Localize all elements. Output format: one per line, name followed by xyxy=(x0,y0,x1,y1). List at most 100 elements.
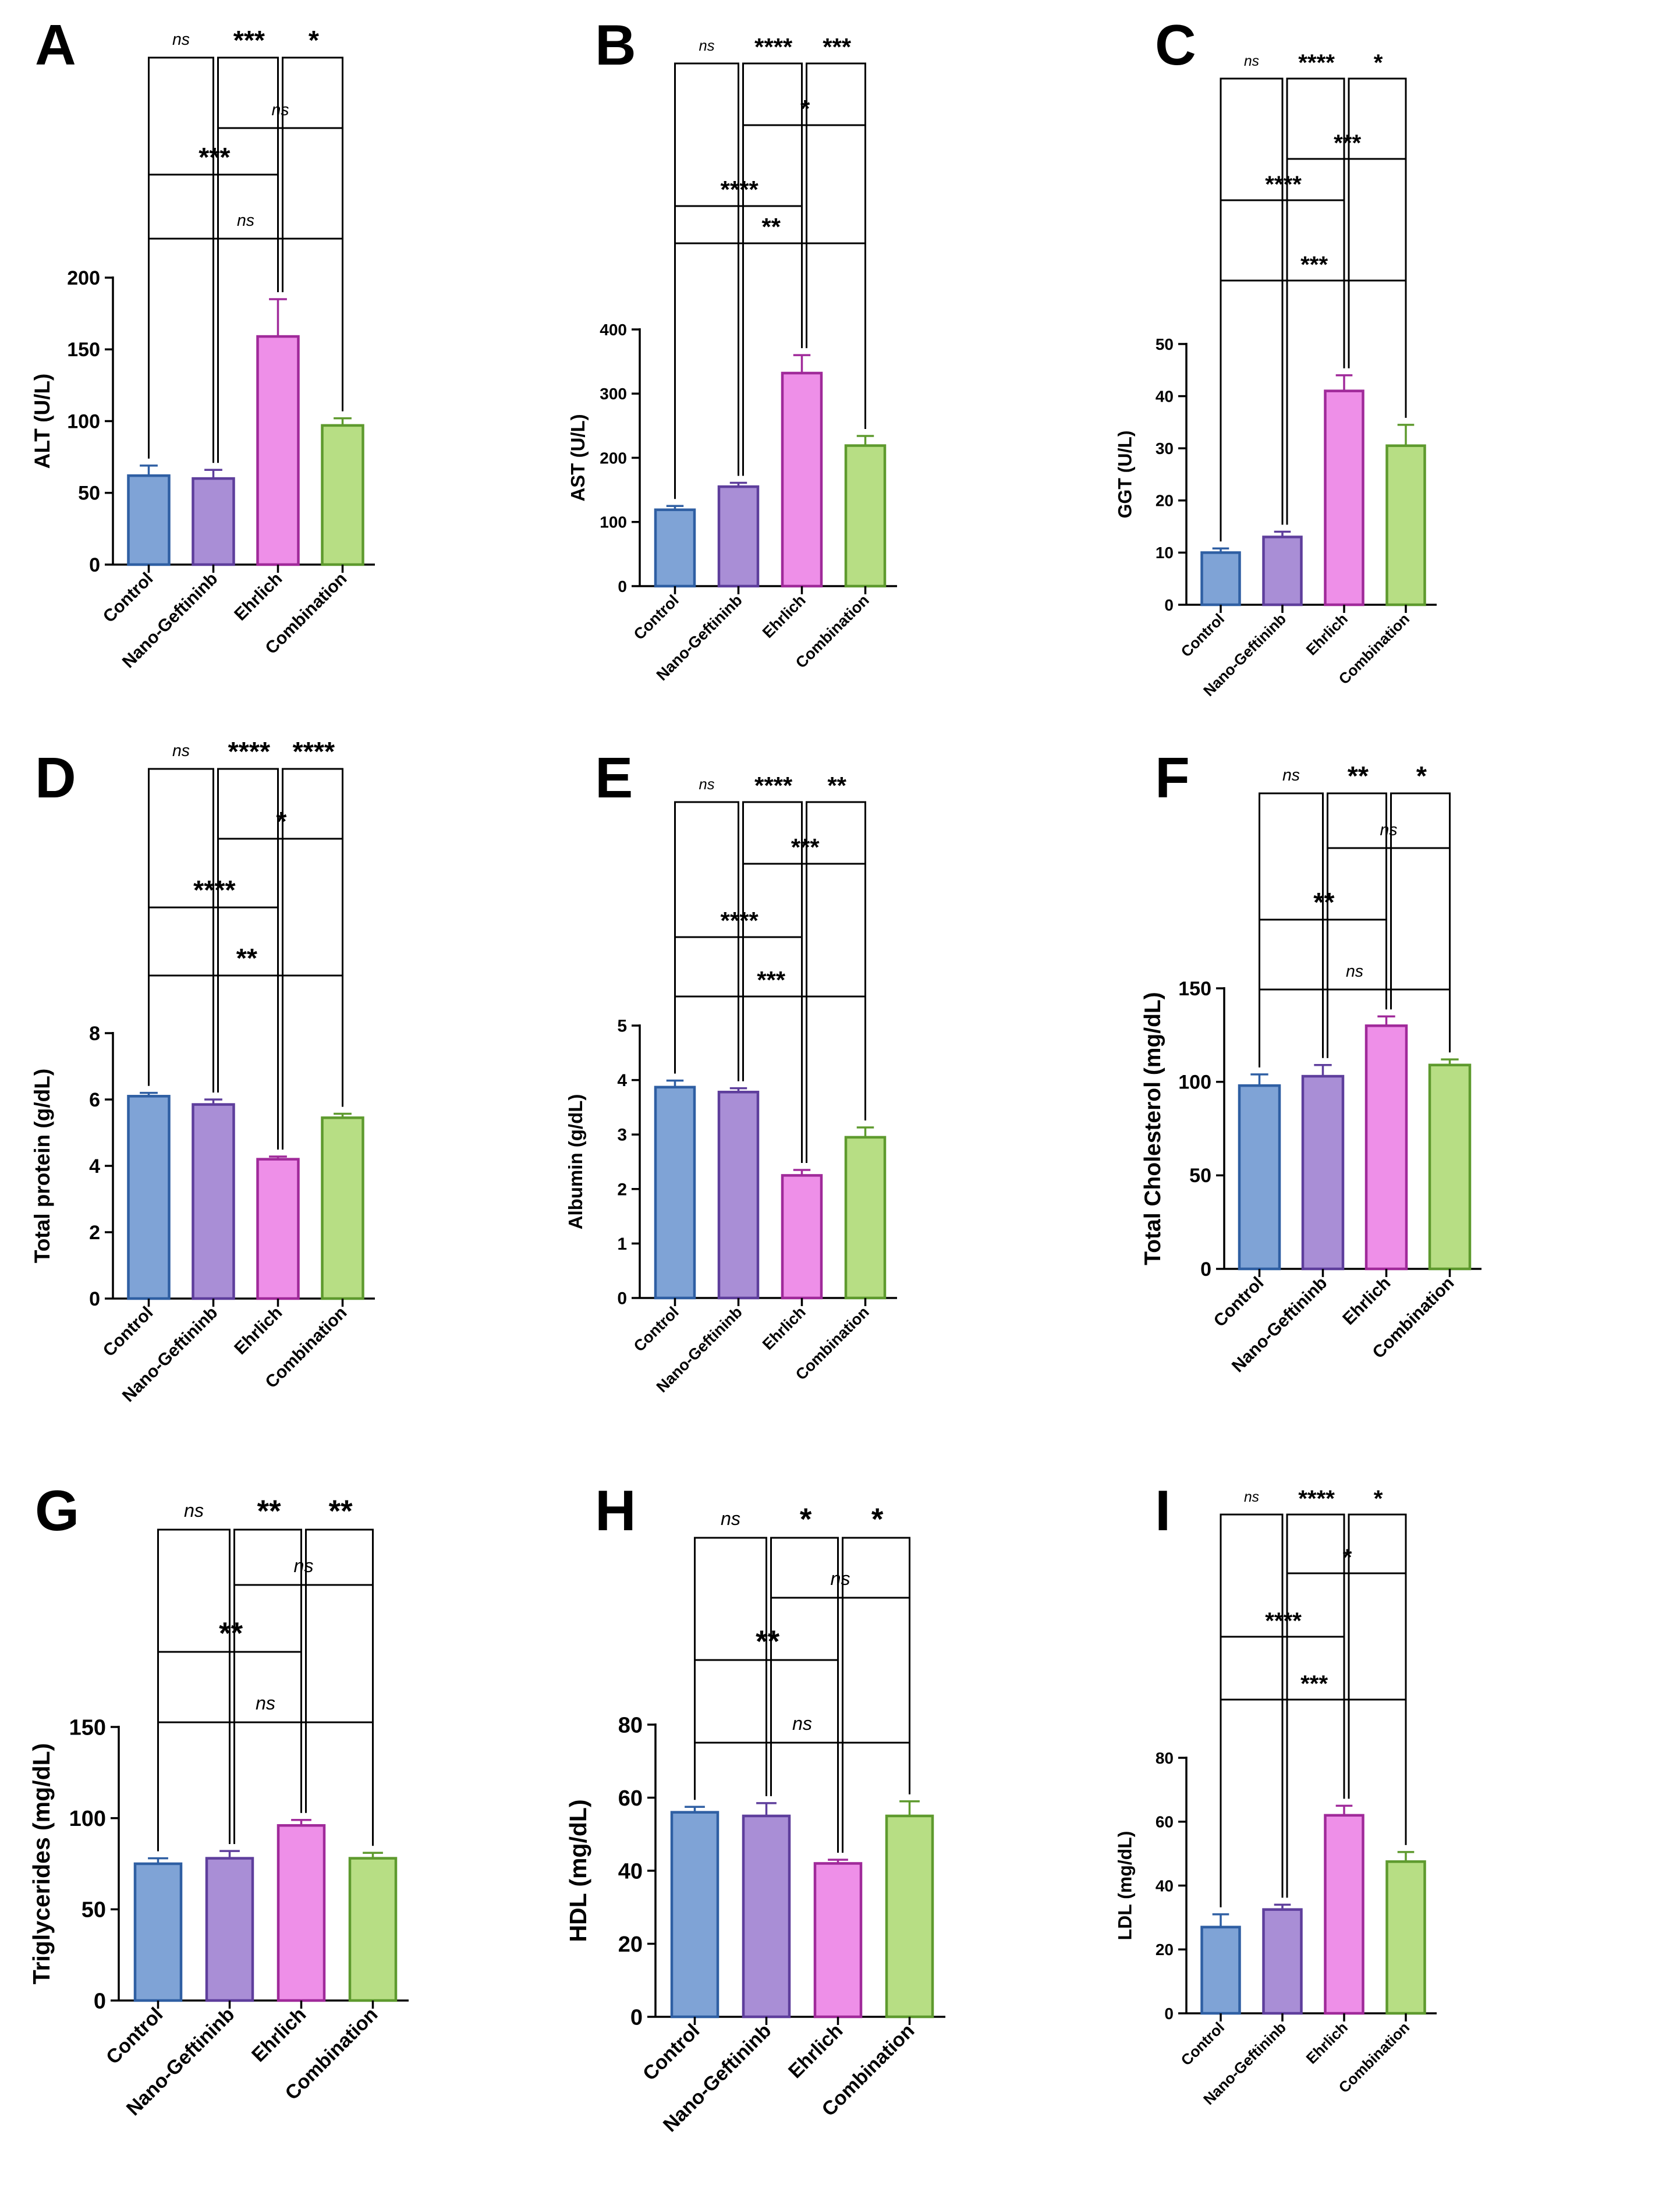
bar-ehrlich xyxy=(781,371,823,588)
bar-control xyxy=(654,1086,696,1300)
y-tick-label: 300 xyxy=(600,385,627,403)
y-tick-label: 0 xyxy=(89,554,100,576)
y-tick-label: 0 xyxy=(618,577,627,595)
bar-ehrlich xyxy=(256,1158,300,1300)
panel-b: B 0 100 200 300 400 AST (U/L) Control Nano-Geft… xyxy=(560,0,1120,733)
y-tick-label: 1 xyxy=(617,1235,627,1254)
significance-bracket xyxy=(1327,847,1451,860)
y-tick-label: 0 xyxy=(630,2005,643,2030)
y-tick-label: 200 xyxy=(67,267,100,289)
x-tick-label: Control xyxy=(1177,2019,1228,2069)
significance-label: ns xyxy=(830,1568,850,1589)
significance-bracket xyxy=(1259,988,1451,1001)
y-tick-label: 80 xyxy=(618,1713,643,1737)
y-tick-label: 100 xyxy=(1178,1072,1211,1094)
significance-label: * xyxy=(1373,1485,1383,1512)
significance-label: ns xyxy=(699,38,714,54)
y-tick-label: 8 xyxy=(89,1023,100,1045)
significance-bracket xyxy=(1286,1513,1345,1898)
panel-letter: C xyxy=(1155,13,1196,77)
significance-bracket xyxy=(674,242,866,255)
bar-nano-geftininb xyxy=(1262,1908,1303,2015)
significance-label: * xyxy=(870,1502,884,1537)
significance-bracket xyxy=(694,1742,910,1754)
significance-label: ns xyxy=(1244,1489,1259,1505)
y-tick-label: 4 xyxy=(617,1071,627,1090)
x-tick-label: Control xyxy=(1210,1274,1268,1331)
x-tick-label: Ehrlich xyxy=(1339,1274,1394,1329)
significance-label: * xyxy=(307,25,319,55)
bar-control xyxy=(1200,551,1241,607)
significance-bracket xyxy=(148,56,214,463)
y-tick-label: 0 xyxy=(89,1288,100,1310)
significance-label: ns xyxy=(172,742,190,760)
significance-label: *** xyxy=(790,834,820,861)
x-tick-label: Control xyxy=(102,2003,167,2069)
significance-bracket xyxy=(305,1528,374,1846)
y-tick-label: 60 xyxy=(618,1786,643,1811)
y-tick-label: 4 xyxy=(89,1155,100,1177)
panel-h: H 0 20 40 60 80 HDL (mg/dL) Control Nano-Geftin… xyxy=(560,1466,1120,2198)
significance-bracket xyxy=(148,974,343,987)
y-tick-label: 2 xyxy=(89,1222,100,1244)
y-axis-label: LDL (mg/dL) xyxy=(1115,1831,1136,1941)
panel-e: E 0 1 2 3 4 5 Albumin (g/dL) Control Nano-Geftin… xyxy=(560,733,1120,1466)
significance-label: **** xyxy=(1298,49,1335,76)
significance-bracket xyxy=(157,1721,374,1734)
y-tick-label: 2 xyxy=(617,1180,627,1199)
significance-bracket xyxy=(770,1597,910,1609)
significance-bracket xyxy=(1286,158,1407,171)
y-tick-label: 0 xyxy=(1164,596,1174,614)
significance-bracket xyxy=(842,1537,910,1853)
significance-label: ns xyxy=(293,1555,313,1576)
bar-combination xyxy=(844,444,887,588)
panel-letter: B xyxy=(595,13,636,77)
significance-label: ** xyxy=(761,213,781,240)
panel-letter: G xyxy=(35,1478,80,1542)
significance-label: *** xyxy=(822,33,852,61)
y-tick-label: 150 xyxy=(67,339,100,361)
bar-combination xyxy=(1385,444,1426,607)
significance-bracket xyxy=(674,801,739,1081)
significance-bracket xyxy=(148,237,343,250)
bar-combination xyxy=(885,1814,934,2019)
significance-bracket xyxy=(282,768,343,1150)
significance-label: ns xyxy=(1380,821,1397,839)
x-tick-label: Control xyxy=(100,1303,157,1361)
panel-f: F 0 50 100 150 Total Cholesterol (mg/dL) Cont… xyxy=(1120,733,1680,1466)
y-tick-label: 20 xyxy=(618,1932,643,1957)
significance-bracket xyxy=(770,1537,839,1853)
y-tick-label: 50 xyxy=(1189,1165,1211,1187)
significance-label: **** xyxy=(292,736,335,767)
y-tick-label: 50 xyxy=(1156,335,1174,353)
y-tick-label: 100 xyxy=(67,410,100,432)
y-tick-label: 60 xyxy=(1156,1813,1174,1831)
y-tick-label: 0 xyxy=(1164,2005,1174,2023)
x-tick-label: Ehrlich xyxy=(247,2003,310,2066)
panel-i: I 0 20 40 60 80 LDL (mg/dL) Control Nano-Geftin… xyxy=(1115,1466,1680,2198)
bar-control xyxy=(670,1811,720,2019)
significance-bracket xyxy=(282,56,343,412)
bar-nano-geftininb xyxy=(717,485,760,588)
panel-letter: E xyxy=(595,746,633,810)
y-tick-label: 0 xyxy=(1200,1258,1211,1281)
significance-label: ns xyxy=(237,211,254,230)
bar-combination xyxy=(844,1136,887,1300)
significance-bracket xyxy=(694,1537,767,1800)
bar-control xyxy=(127,474,171,566)
significance-label: ns xyxy=(271,101,289,119)
significance-label: * xyxy=(1415,761,1427,791)
bar-control xyxy=(127,1095,171,1300)
panel-letter: H xyxy=(595,1478,636,1542)
y-tick-label: 150 xyxy=(1178,978,1211,1000)
significance-bracket xyxy=(157,1528,231,1852)
x-tick-label: Ehrlich xyxy=(1303,2019,1352,2067)
significance-bracket xyxy=(1220,1698,1407,1711)
significance-bracket xyxy=(233,1528,302,1845)
